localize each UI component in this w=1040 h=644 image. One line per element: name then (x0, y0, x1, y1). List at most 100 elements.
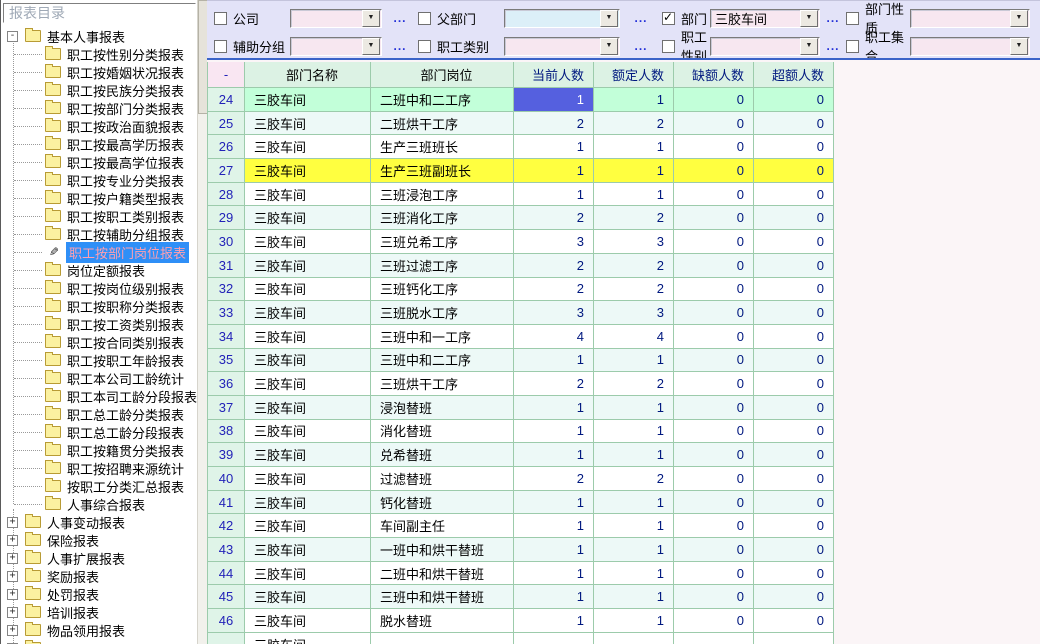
shortage-count-cell[interactable]: 0 (674, 324, 754, 349)
table-row[interactable]: 29 三胶车间 三班消化工序 2 2 0 0 (208, 206, 834, 231)
tree-item[interactable]: 职工按政治面貌报表 (1, 117, 198, 135)
row-number-cell[interactable]: 39 (208, 443, 245, 467)
quota-count-cell[interactable]: 1 (594, 561, 674, 586)
shortage-count-cell[interactable]: 0 (674, 395, 754, 420)
current-count-cell[interactable]: 2 (514, 467, 594, 491)
current-count-cell[interactable]: 2 (514, 111, 594, 136)
row-number-cell[interactable]: 37 (208, 395, 245, 420)
excess-count-cell[interactable]: 0 (754, 538, 834, 562)
shortage-count-cell[interactable]: 0 (674, 348, 754, 373)
filter-dropdown[interactable]: 三胶车间 ▼ (710, 8, 820, 28)
row-number-cell[interactable]: 24 (208, 88, 245, 112)
excess-count-cell[interactable]: 0 (754, 467, 834, 491)
dropdown-arrow-icon[interactable]: ▼ (800, 37, 818, 55)
filter-dropdown[interactable]: ▼ (290, 8, 382, 28)
table-row[interactable]: 39 三胶车间 兑希替班 1 1 0 0 (208, 443, 834, 467)
collapse-icon[interactable]: - (7, 30, 18, 42)
dept-name-cell[interactable]: 三胶车间 (245, 277, 371, 302)
table-row[interactable]: 42 三胶车间 车间副主任 1 1 0 0 (208, 514, 834, 539)
excess-count-cell[interactable]: 0 (754, 561, 834, 586)
tree-root-item[interactable]: - 基本人事报表 (1, 27, 198, 45)
table-row[interactable]: 37 三胶车间 浸泡替班 1 1 0 0 (208, 395, 834, 420)
quota-count-cell[interactable]: 1 (594, 419, 674, 444)
ellipsis-button[interactable]: ... (634, 39, 648, 53)
quota-count-cell[interactable]: 2 (594, 277, 674, 302)
shortage-count-cell[interactable]: 0 (674, 159, 754, 183)
table-row[interactable]: 三胶车间 (208, 632, 834, 644)
row-number-cell[interactable]: 46 (208, 609, 245, 633)
tree-item[interactable]: 职工总工龄分段报表 (1, 423, 198, 441)
expand-icon[interactable]: + (7, 606, 18, 618)
current-count-cell[interactable]: 1 (514, 395, 594, 420)
filter-checkbox[interactable] (418, 39, 431, 53)
tree-item[interactable]: 职工按职工年龄报表 (1, 351, 198, 369)
current-count-cell[interactable]: 1 (514, 182, 594, 207)
tree-root-item[interactable]: + 保险报表 (1, 531, 198, 549)
table-row[interactable]: 38 三胶车间 消化替班 1 1 0 0 (208, 419, 834, 444)
current-count-cell[interactable]: 1 (514, 585, 594, 610)
filter-checkbox[interactable] (214, 11, 227, 25)
excess-count-cell[interactable]: 0 (754, 182, 834, 207)
table-row[interactable]: 43 三胶车间 一班中和烘干替班 1 1 0 0 (208, 538, 834, 562)
table-row[interactable]: 28 三胶车间 三班浸泡工序 1 1 0 0 (208, 182, 834, 207)
expand-icon[interactable]: + (7, 588, 18, 600)
filter-dropdown[interactable]: ▼ (710, 36, 820, 56)
excess-count-cell[interactable]: 0 (754, 277, 834, 302)
table-row[interactable]: 24 三胶车间 二班中和二工序 1 1 0 0 (208, 88, 834, 112)
column-header[interactable]: 当前人数 (514, 62, 594, 88)
row-number-cell[interactable]: 35 (208, 348, 245, 373)
row-number-cell[interactable]: 36 (208, 372, 245, 396)
filter-dropdown[interactable]: ▼ (504, 8, 620, 28)
shortage-count-cell[interactable]: 0 (674, 277, 754, 302)
row-number-cell[interactable]: 25 (208, 111, 245, 136)
current-count-cell[interactable]: 1 (514, 419, 594, 444)
table-row[interactable]: 35 三胶车间 三班中和二工序 1 1 0 0 (208, 348, 834, 373)
dept-position-cell[interactable]: 钙化替班 (371, 490, 514, 515)
row-number-cell[interactable]: 29 (208, 206, 245, 231)
quota-count-cell[interactable]: 1 (594, 585, 674, 610)
excess-count-cell[interactable]: 0 (754, 419, 834, 444)
dept-position-cell[interactable]: 过滤替班 (371, 467, 514, 491)
dept-position-cell[interactable]: 三班烘干工序 (371, 372, 514, 396)
dept-name-cell[interactable]: 三胶车间 (245, 585, 371, 610)
row-number-cell[interactable]: 33 (208, 301, 245, 325)
tree-root-item[interactable]: + 处罚报表 (1, 585, 198, 603)
current-count-cell[interactable]: 1 (514, 538, 594, 562)
dept-name-cell[interactable]: 三胶车间 (245, 419, 371, 444)
dept-name-cell[interactable]: 三胶车间 (245, 324, 371, 349)
dept-name-cell[interactable]: 三胶车间 (245, 230, 371, 254)
excess-count-cell[interactable]: 0 (754, 490, 834, 515)
column-header[interactable]: - (208, 62, 245, 88)
column-header[interactable]: 缺额人数 (674, 62, 754, 88)
excess-count-cell[interactable]: 0 (754, 348, 834, 373)
excess-count-cell[interactable] (754, 632, 834, 644)
excess-count-cell[interactable]: 0 (754, 111, 834, 136)
shortage-count-cell[interactable]: 0 (674, 206, 754, 231)
table-row[interactable]: 25 三胶车间 二班烘干工序 2 2 0 0 (208, 111, 834, 136)
quota-count-cell[interactable]: 3 (594, 301, 674, 325)
column-header[interactable]: 部门名称 (245, 62, 371, 88)
tree-item[interactable]: 职工按合同类别报表 (1, 333, 198, 351)
tree-item[interactable]: 按职工分类汇总报表 (1, 477, 198, 495)
excess-count-cell[interactable]: 0 (754, 585, 834, 610)
excess-count-cell[interactable]: 0 (754, 372, 834, 396)
tree-root-item[interactable]: + 物品领用报表 (1, 621, 198, 639)
dept-position-cell[interactable]: 消化替班 (371, 419, 514, 444)
quota-count-cell[interactable]: 1 (594, 538, 674, 562)
quota-count-cell[interactable]: 2 (594, 253, 674, 278)
current-count-cell[interactable]: 2 (514, 277, 594, 302)
current-count-cell[interactable]: 1 (514, 514, 594, 539)
shortage-count-cell[interactable]: 0 (674, 182, 754, 207)
filter-checkbox[interactable] (418, 11, 431, 25)
row-number-cell[interactable]: 41 (208, 490, 245, 515)
expand-icon[interactable]: + (7, 624, 18, 636)
dept-name-cell[interactable]: 三胶车间 (245, 467, 371, 491)
filter-dropdown[interactable]: ▼ (290, 36, 382, 56)
ellipsis-button[interactable]: ... (826, 39, 840, 53)
tree-item[interactable]: ✎ 职工按部门岗位报表 (1, 241, 198, 263)
table-row[interactable]: 36 三胶车间 三班烘干工序 2 2 0 0 (208, 372, 834, 396)
tree-item[interactable]: 职工按工资类别报表 (1, 315, 198, 333)
quota-count-cell[interactable]: 1 (594, 395, 674, 420)
dept-name-cell[interactable]: 三胶车间 (245, 159, 371, 183)
dept-name-cell[interactable]: 三胶车间 (245, 253, 371, 278)
